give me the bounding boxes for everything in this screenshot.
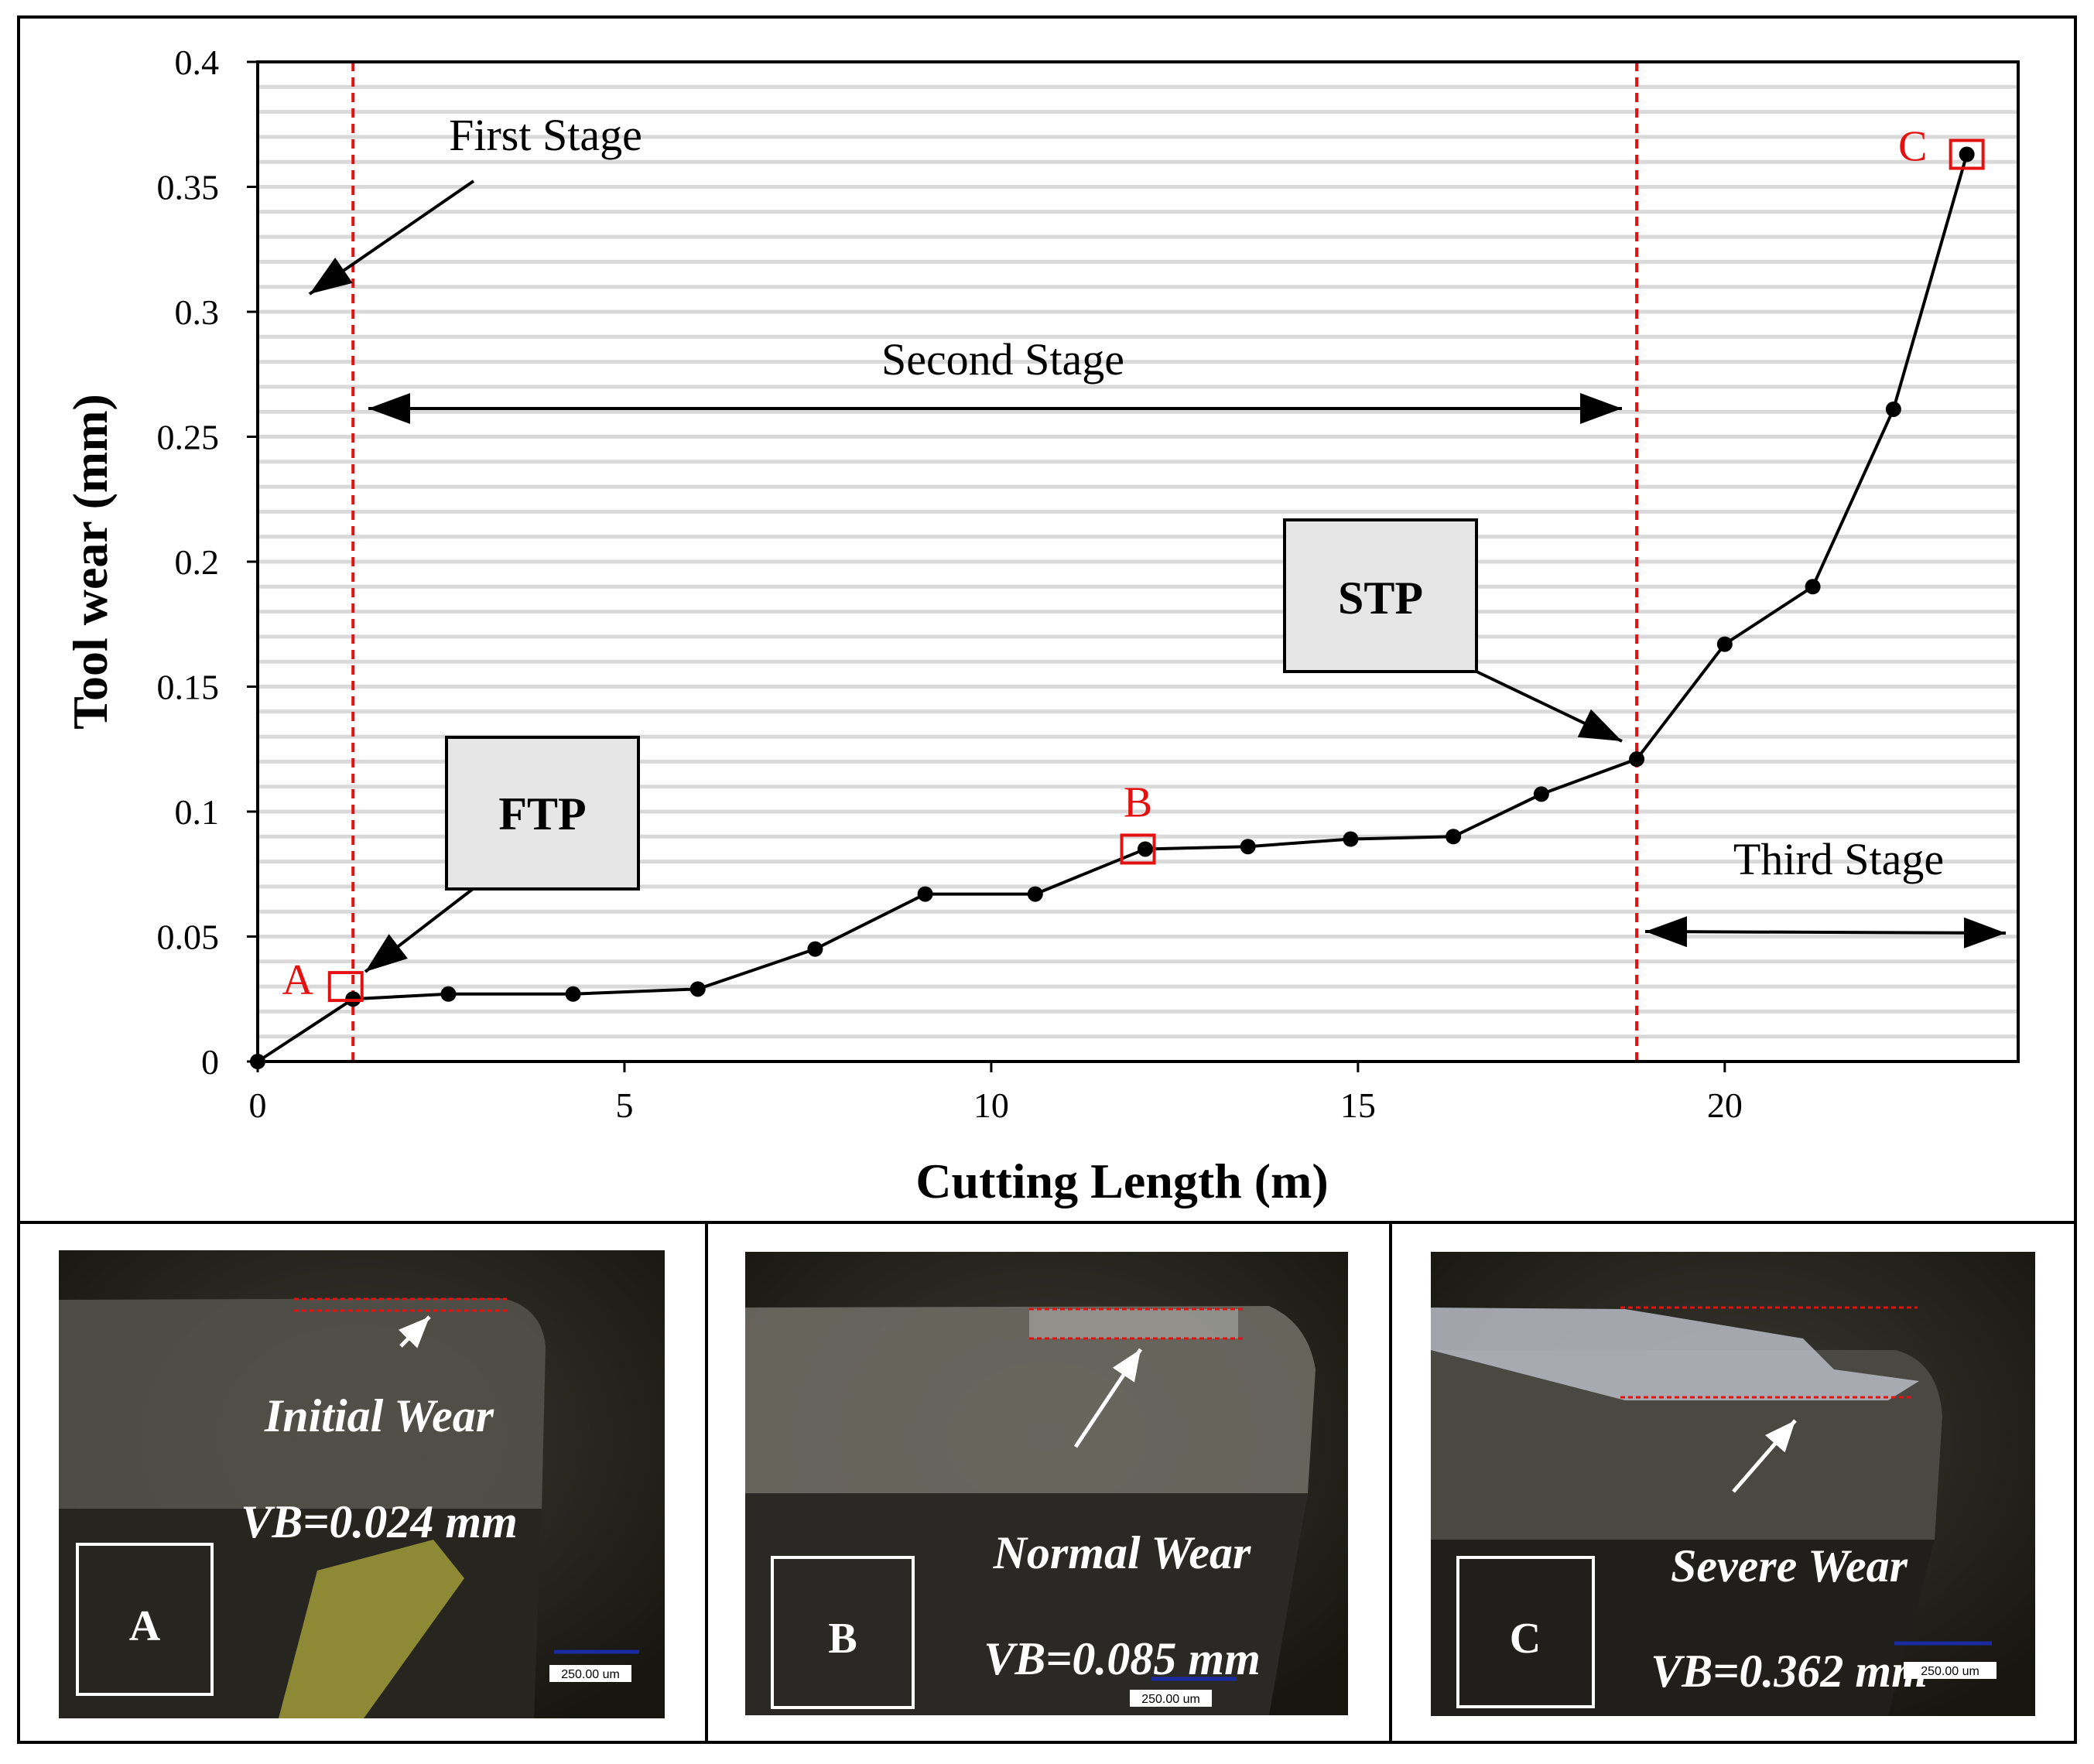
y-tick-label: 0.3 [175,292,220,332]
insert-side-c [1431,1540,1935,1716]
photo-caption-b: Normal Wear [993,1527,1251,1578]
point-markers [250,146,1975,1069]
third-stage-label: Third Stage [1733,834,1944,884]
y-tick-label: 0.1 [175,792,220,832]
series-line-1 [256,153,1969,1063]
wear-arrow-a [398,1315,431,1349]
scale-text-a: 250.00 um [561,1668,620,1681]
x-axis-label: Cutting Length (m) [915,1154,1328,1208]
data-point [1716,636,1733,652]
scale-tag-b [1130,1690,1212,1707]
data-point [1027,886,1043,902]
y-tick-label: 0.4 [175,43,220,82]
y-tick-label: 0 [201,1042,219,1082]
stp-callout-box [1283,518,1478,673]
data-point [1959,146,1975,162]
data-point [689,981,706,997]
y-tick-label: 0.25 [157,418,220,457]
data-point [807,941,823,957]
scale-tag-c [1904,1662,1996,1679]
photo-value-a: VB=0.024 mm [241,1496,518,1547]
coating-a [279,1540,464,1718]
wear-arrow-c [1732,1419,1797,1493]
photo-box-label-c: C [1510,1615,1541,1663]
figure-outer-frame [17,15,2077,1744]
ftp-callout-box [445,736,640,891]
insert-face-b [745,1306,1316,1493]
y-tick-label: 0.35 [157,168,220,207]
wear-band-c [1431,1308,1919,1400]
photo-box-b [771,1556,915,1709]
data-point [565,986,581,1002]
highlight-label-b: B [1124,778,1152,826]
data-point [1805,579,1821,595]
photo-box-label-b: B [828,1615,857,1663]
wear-band-b [1029,1309,1238,1338]
scale-tag-a [549,1665,631,1682]
insert-face-a [59,1298,546,1509]
photo-caption-c: Severe Wear [1671,1540,1908,1591]
photo-box-a [76,1543,214,1696]
insert-side-b [745,1493,1308,1715]
photo-panel-c: Severe Wear VB=0.362 mm C 250.00 um [1431,1252,2035,1716]
highlight-box-a [327,971,364,1003]
highlight-box-b [1120,833,1156,865]
x-tick-label: 15 [1340,1085,1376,1125]
highlight-label-a: A [282,956,314,1004]
series-line [256,153,1969,1063]
data-point [917,886,933,902]
x-ticks: 0 5 10 15 20 [249,1061,1743,1125]
data-point [1533,786,1549,802]
photo-panel-a: Initial Wear VB=0.024 mm A 250.00 um [59,1250,665,1718]
highlight-box-c [1949,138,1985,170]
y-tick-label: 0.2 [175,542,220,582]
stp-callout-label: STP [1338,573,1423,624]
wear-arrow-b [1073,1348,1143,1448]
y-tick-label: 0.05 [157,918,220,957]
y-ticks: 0 0.05 0.1 0.15 0.2 0.25 0.3 0.35 0.4 [157,43,258,1082]
data-point [440,986,457,1002]
ftp-callout-label: FTP [498,788,586,839]
ftp-arrow [364,887,474,973]
y-tick-label: 0.15 [157,668,220,707]
data-point [1137,841,1153,857]
photo-caption-a: Initial Wear [264,1390,494,1441]
highlighted-points: A B C [282,123,1985,1004]
y-axis-label: Tool wear (mm) [63,394,118,730]
stp-arrow [1476,670,1623,743]
first-stage-label: First Stage [449,110,642,160]
photo-box-label-a: A [129,1602,161,1650]
scale-text-c: 250.00 um [1921,1665,1979,1678]
first-stage-arrow [308,179,475,296]
data-point [1446,829,1462,845]
x-tick-label: 0 [249,1085,267,1125]
photo-value-c: VB=0.362 mm [1651,1646,1928,1697]
plot-area: 0 5 10 15 20 0 0.05 0.1 0.15 0.2 0.25 0.3 0.35 0.4 A… [157,43,2020,1125]
data-point [1885,401,1901,417]
x-tick-label: 10 [973,1085,1009,1125]
data-point [1343,831,1359,847]
data-point [1240,839,1256,855]
photo-value-b: VB=0.085 mm [984,1633,1261,1684]
photo-panel-b: Normal Wear VB=0.085 mm B 250.00 um [745,1252,1348,1715]
highlight-label-c: C [1898,123,1927,171]
second-stage-label: Second Stage [881,334,1124,385]
photo-box-c [1456,1556,1595,1708]
x-tick-label: 5 [615,1085,633,1125]
third-stage-arrow [1644,916,2007,949]
x-tick-label: 20 [1707,1085,1743,1125]
data-point [1629,751,1645,767]
stage-boundaries [351,62,1639,1061]
scale-text-b: 250.00 um [1141,1693,1200,1706]
